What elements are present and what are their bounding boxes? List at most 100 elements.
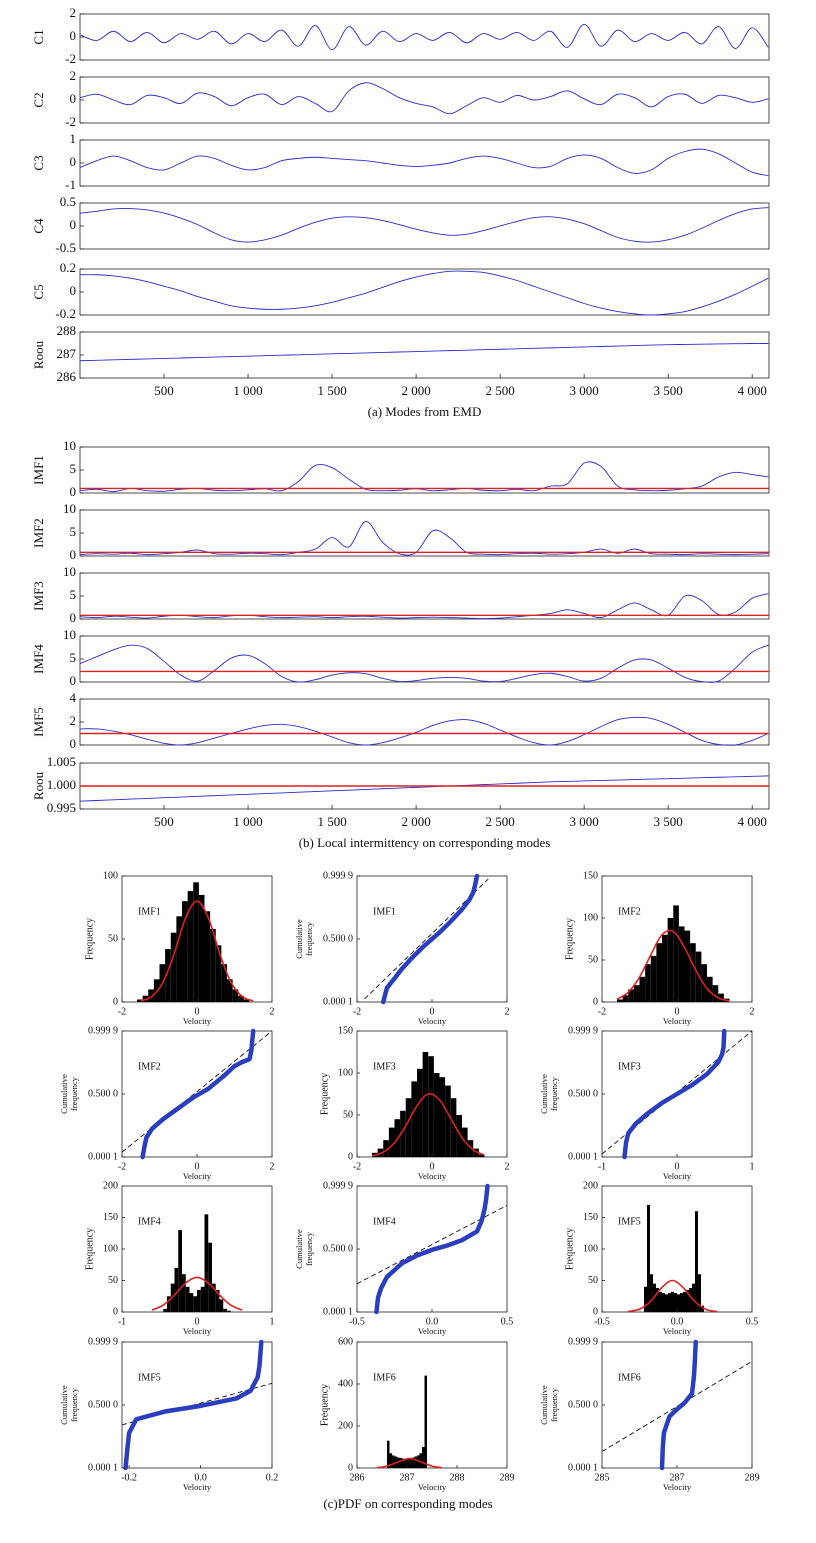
x-tick-label: 3 000 [570,383,599,398]
y-tick-label: 150 [583,1212,598,1223]
y-tick-label: 0.5 [60,194,76,209]
y-tick-label: 5 [70,461,77,476]
histogram-bar [243,999,250,1002]
histogram-bar [204,1214,209,1312]
histogram-bar [387,1440,390,1468]
y-axis-label: Frequency [564,1228,575,1270]
x-tick-label: 289 [500,1472,515,1483]
histogram-bar [677,1294,680,1312]
y-tick-label: 100 [583,1243,598,1254]
x-tick-label: 4 000 [738,383,767,398]
data-line [79,775,769,802]
caption: (c)PDF on corresponding modes [323,1496,492,1511]
y-axis-label: IMF1 [31,455,46,485]
x-tick-label: 0.2 [266,1472,279,1483]
histogram-bar [690,943,696,1002]
x-tick-label: 3 500 [654,814,683,829]
x-tick-label: 3 000 [570,814,599,829]
data-line [79,343,769,362]
x-tick-label: 2 [270,1161,275,1172]
histogram-bar [656,1288,659,1312]
data-line [79,148,769,177]
histogram-bar [701,964,707,1002]
y-tick-label: -2 [65,51,76,66]
histogram-bar [400,1110,406,1157]
histogram-bar [665,1294,668,1312]
y-tick-label: 2 [70,5,77,20]
fit-curve [140,900,254,1002]
histogram-bar [178,1230,182,1312]
histogram-bar [478,1154,485,1157]
y-tick-label: 0.500 0 [568,1088,598,1099]
histogram-bar [671,1291,674,1312]
x-tick-label: 0 [430,1006,435,1017]
histogram-bar [419,1453,422,1468]
y-axis-label: Cumulative [539,1074,549,1114]
histogram-bar [424,1375,427,1468]
histogram-bar [187,891,194,1002]
data-line [79,521,769,556]
histogram-bar [656,943,662,1002]
x-axis-label: Velocity [418,1482,447,1492]
histogram-bar [428,1056,434,1157]
y-tick-label: -1 [65,177,76,192]
panel-frame [79,76,770,124]
y-tick-label: 0 [70,484,77,499]
x-tick-label: -0.5 [594,1316,610,1327]
x-axis-label: Velocity [663,1016,692,1026]
histogram-bar [445,1085,451,1157]
histogram-bar [412,1457,415,1468]
x-tick-label: 3 500 [654,383,683,398]
x-tick-label: 287 [400,1472,415,1483]
caption: (a) Modes from EMD [368,404,482,419]
x-tick-label: 287 [670,1472,685,1483]
x-tick-label: 2 000 [401,383,430,398]
x-tick-label: -2 [118,1161,126,1172]
histogram-bar [678,926,685,1002]
histogram-bar [210,928,216,1002]
y-axis-label: C5 [31,284,46,299]
reference-line [121,1030,273,1153]
x-axis-label: Velocity [663,1326,692,1336]
y-tick-label: 0 [70,217,77,232]
x-axis-label: Velocity [418,1171,447,1181]
y-tick-label: 1.005 [47,754,76,769]
x-tick-label: 0 [430,1161,435,1172]
plot-name: IMF6 [373,1372,396,1383]
x-tick-label: -1 [118,1316,126,1327]
y-tick-label: 2 [70,713,77,728]
y-tick-label: 200 [103,1180,118,1191]
y-tick-label: 10 [63,564,76,579]
y-tick-label: 0.999 9 [323,1180,353,1191]
data-line [79,270,769,316]
y-axis-label: frequency [69,1076,79,1111]
y-tick-label: 0.000 1 [568,1151,598,1162]
histogram-bar [185,1286,190,1312]
y-axis-label: C4 [31,218,46,234]
x-axis-label: Velocity [418,1326,447,1336]
y-tick-label: 0.500 0 [323,933,353,944]
histogram-bar [208,1242,212,1312]
x-tick-label: 500 [154,814,174,829]
y-tick-label: 100 [103,1243,118,1254]
histogram-bar [215,945,222,1002]
histogram-bar [399,1457,402,1468]
plot-name: IMF3 [373,1061,396,1072]
y-tick-label: 50 [108,933,118,944]
x-tick-label: 1 [270,1316,275,1327]
histogram-bar [639,976,646,1002]
y-axis-label: C2 [31,92,46,107]
y-tick-label: 0 [593,996,598,1007]
y-axis-label: Frequency [564,918,575,960]
histogram-bar [232,989,239,1002]
histogram-bar [456,1115,462,1157]
x-tick-label: 2 500 [485,383,514,398]
x-tick-label: 2 [270,1006,275,1017]
y-tick-label: 400 [338,1378,353,1389]
y-axis-label: IMF2 [31,518,46,548]
x-tick-label: -2 [353,1161,361,1172]
y-axis-label: Roou [31,771,46,800]
x-tick-label: 288 [450,1472,465,1483]
